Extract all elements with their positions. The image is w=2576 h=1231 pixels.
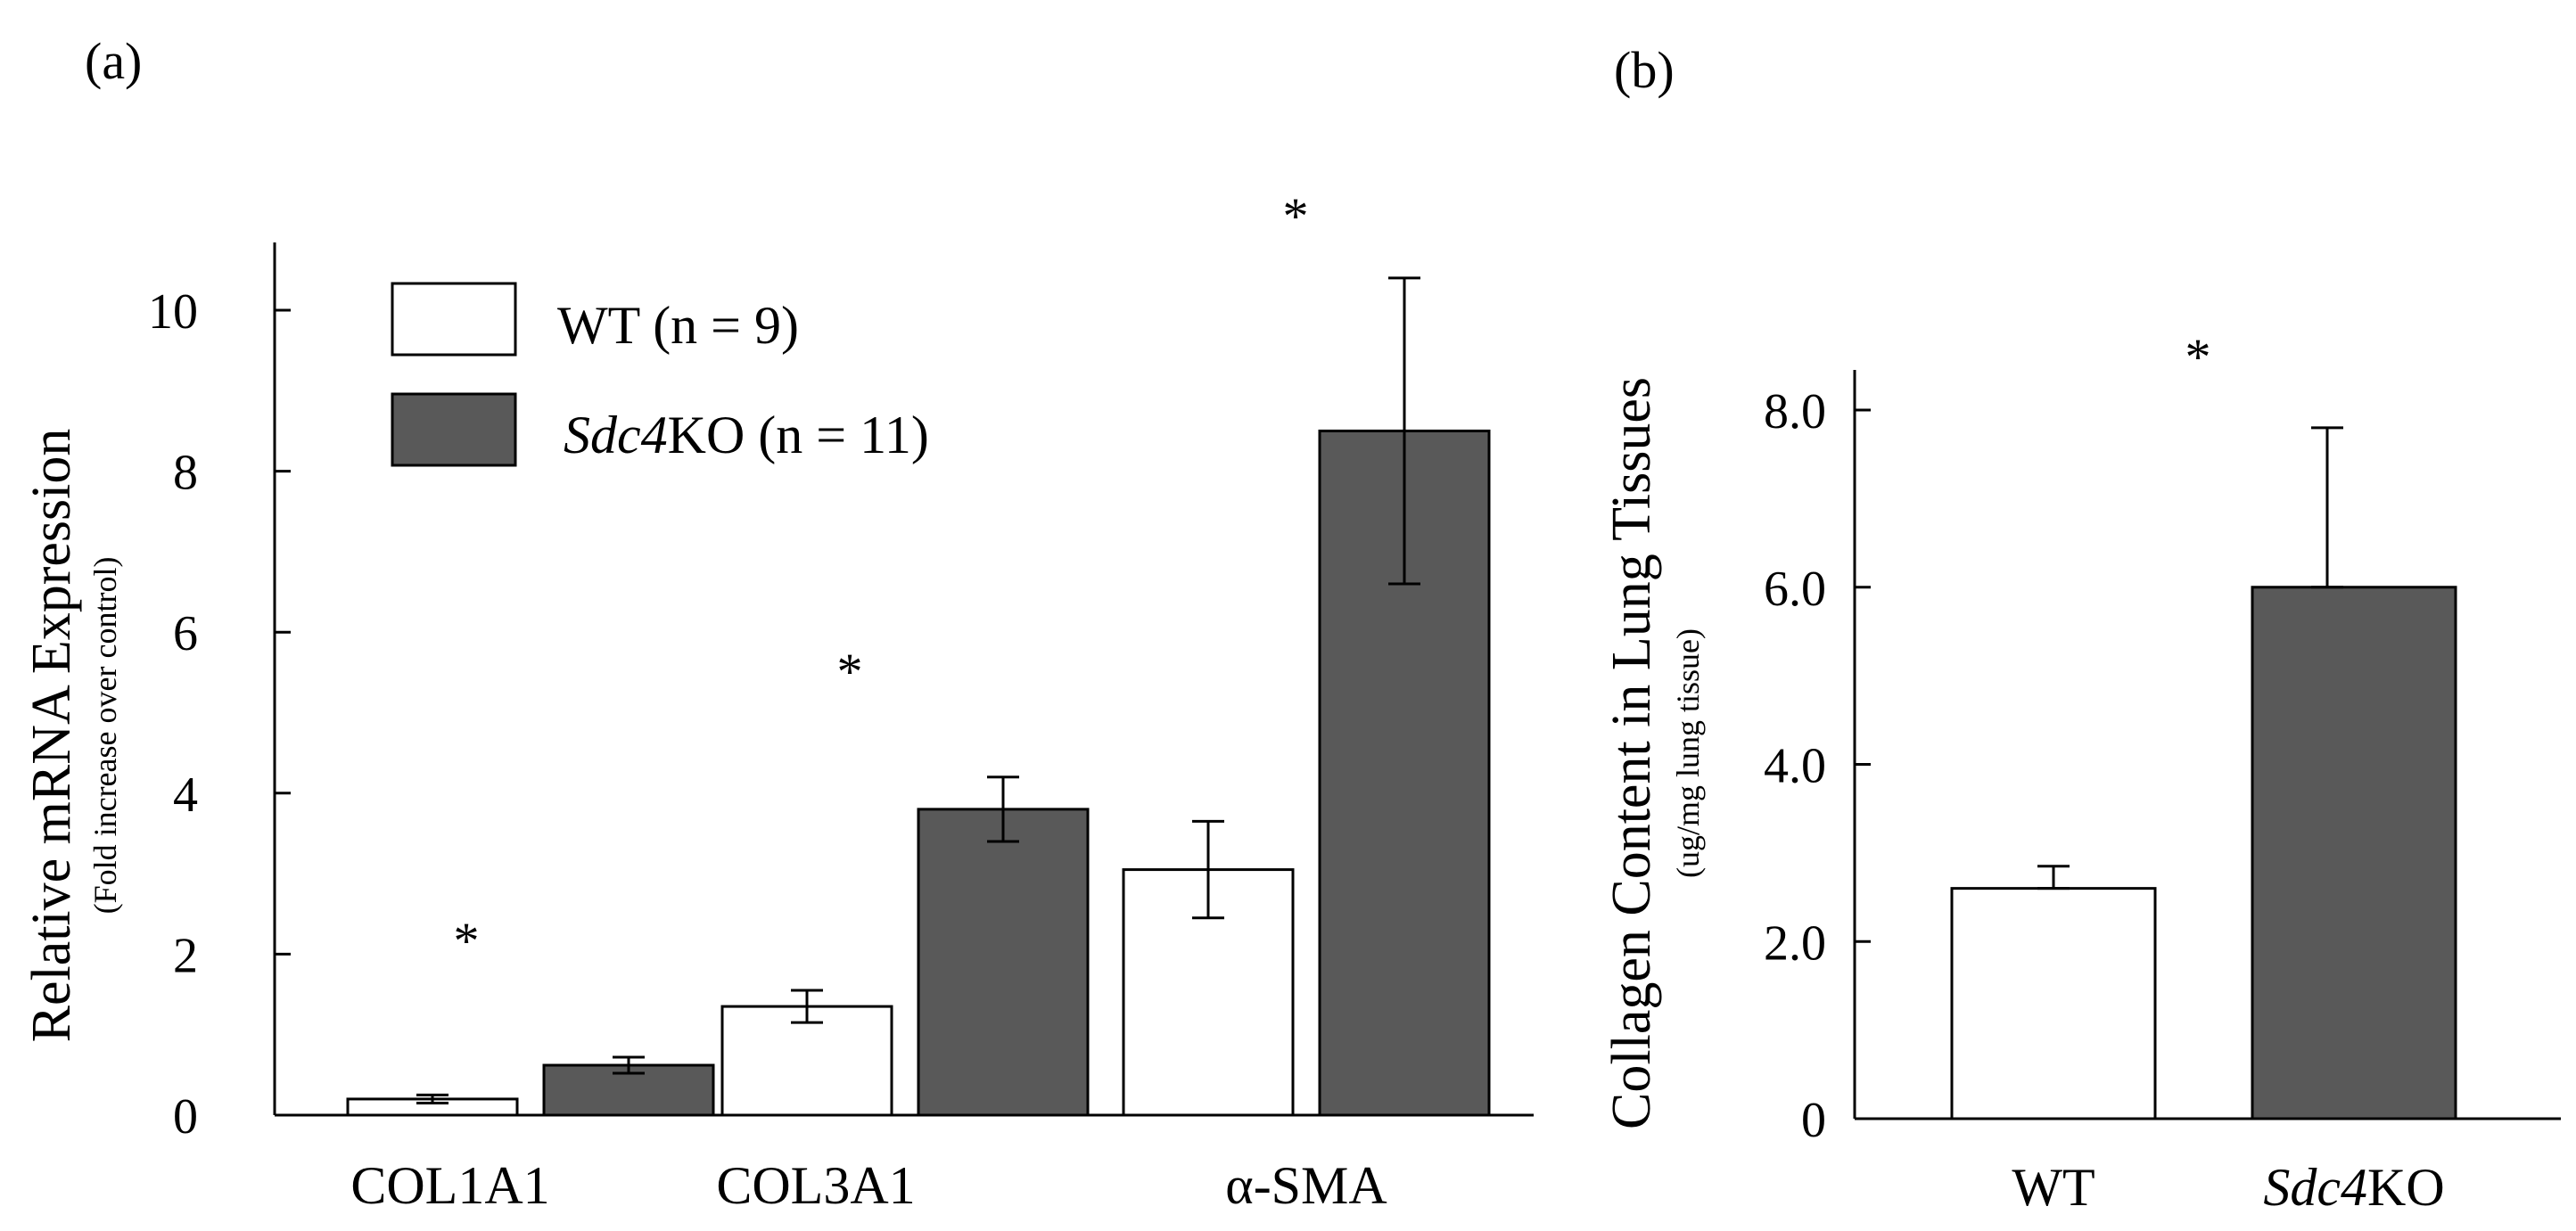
panel-b-xtick-label-rest: WT — [2012, 1158, 2095, 1217]
panel-b-ytick-label: 8.0 — [1764, 384, 1826, 439]
panel-b-significance: * — [2185, 328, 2211, 386]
panel-a-significance-star: * — [1283, 187, 1309, 245]
panel-b-xtick-label: Sdc4KO — [2263, 1158, 2444, 1217]
panel-b-errorbar-sdc4ko — [2311, 426, 2343, 589]
panel-a-ytick-label: 4 — [173, 767, 198, 823]
panel-a-significance-star: * — [837, 643, 863, 701]
panel-b-label: (b) — [1614, 41, 1675, 99]
panel-a-errorbar-sdc4ko-0 — [613, 1055, 645, 1075]
panel-a-y-ticks: 0 2 4 6 8 10 — [148, 284, 291, 1145]
panel-b-bars — [1950, 586, 2457, 1120]
panel-a: (a) Relative mRNA Expression (Fold incre… — [21, 32, 1534, 1215]
panel-a-ylabel-sub: (Fold increase over control) — [87, 557, 123, 915]
panel-b-xtick-label: WT — [2012, 1158, 2095, 1217]
panel-b-ylabel: Collagen Content in Lung Tissues — [1601, 377, 1662, 1129]
panel-a-error-bars — [416, 276, 1420, 1104]
panel-a-xtick-label: COL3A1 — [716, 1156, 915, 1215]
panel-a-ylabel: Relative mRNA Expression — [21, 429, 82, 1043]
panel-b-ytick-label: 2.0 — [1764, 915, 1826, 971]
panel-a-ytick-label: 6 — [173, 606, 198, 661]
panel-b-bar-sdc4ko — [2251, 586, 2457, 1120]
legend-label-sdc4ko-rest: KO (n = 11) — [668, 406, 929, 464]
panel-b-bar-wt — [1950, 887, 2157, 1120]
panel-b: (b) Collagen Content in Lung Tissues (ug… — [1601, 41, 2561, 1217]
panel-a-bars — [346, 429, 1491, 1117]
panel-b-significance-star: * — [2185, 328, 2211, 386]
panel-a-errorbar-wt-1 — [791, 989, 823, 1024]
panel-b-y-ticks: 0 2.0 4.0 6.0 8.0 — [1764, 384, 1871, 1148]
panel-b-ylabel-sub: (ug/mg lung tissue) — [1670, 628, 1706, 878]
panel-a-label: (a) — [85, 32, 142, 90]
panel-a-xtick-label: α-SMA — [1225, 1156, 1387, 1215]
panel-b-x-labels: WT Sdc4KO — [2012, 1158, 2444, 1217]
panel-b-ytick-label: 6.0 — [1764, 562, 1826, 617]
panel-a-errorbar-sdc4ko-2 — [1388, 276, 1420, 586]
panel-b-errorbar-wt — [2037, 865, 2070, 890]
panel-a-x-labels: COL1A1 COL3A1 α-SMA — [350, 1156, 1387, 1215]
legend-swatch-wt — [391, 282, 517, 357]
legend-label-wt: WT (n = 9) — [557, 296, 799, 355]
panel-a-legend: WT (n = 9) Sdc4KO (n = 11) — [391, 282, 929, 467]
panel-a-xtick-label: COL1A1 — [350, 1156, 549, 1215]
panel-a-ytick-label: 8 — [173, 446, 198, 501]
panel-a-errorbar-wt-0 — [416, 1093, 449, 1104]
legend-swatch-sdc4ko — [391, 392, 517, 467]
panel-a-errorbar-wt-2 — [1192, 819, 1224, 920]
panel-a-bar-sdc4ko-1 — [917, 808, 1090, 1117]
panel-a-significance: * * * — [454, 187, 1309, 970]
legend-label-sdc4ko: Sdc4KO (n = 11) — [564, 406, 929, 464]
panel-a-significance-star: * — [454, 912, 480, 970]
panel-b-error-bars — [2037, 426, 2343, 890]
panel-a-ytick-label: 2 — [173, 928, 198, 983]
panel-b-xtick-label-rest: KO — [2367, 1158, 2445, 1217]
panel-b-ytick-label: 4.0 — [1764, 739, 1826, 794]
panel-b-xtick-label-italic: Sdc4 — [2263, 1158, 2367, 1217]
panel-b-ytick-label: 0 — [1801, 1093, 1826, 1148]
panel-a-ytick-label: 10 — [148, 284, 198, 340]
panel-a-errorbar-sdc4ko-1 — [987, 776, 1019, 843]
legend-label-sdc4ko-italic: Sdc4 — [564, 406, 668, 464]
panel-a-ytick-label: 0 — [173, 1089, 198, 1145]
